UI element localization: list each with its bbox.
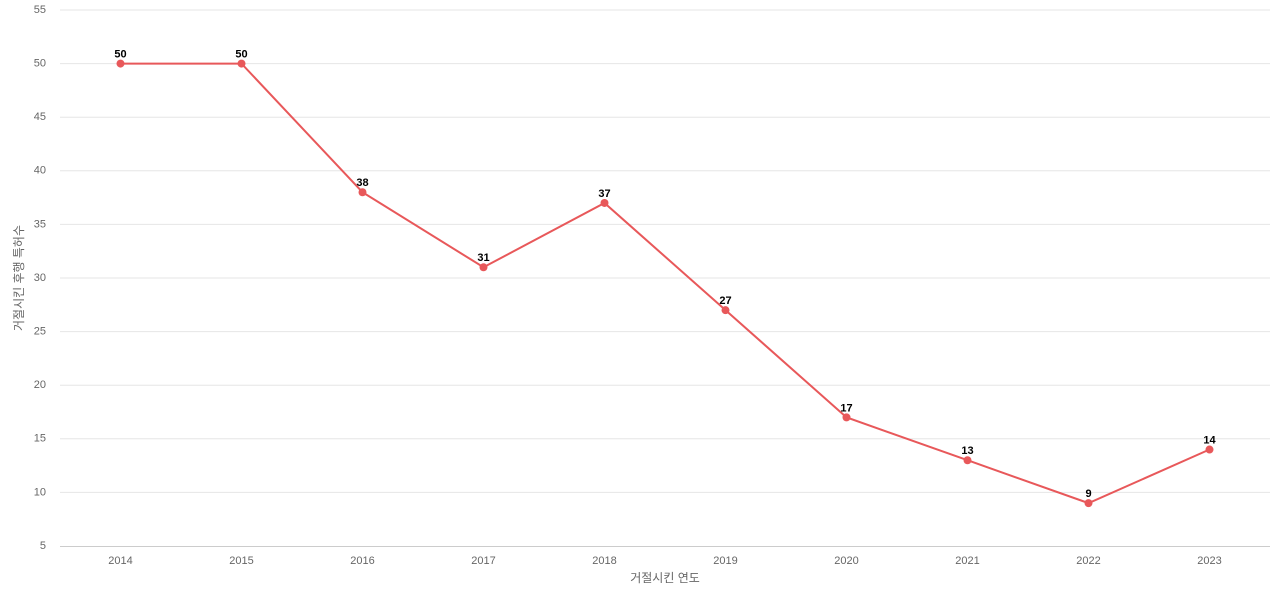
value-label: 50 [114,49,126,61]
x-tick-label: 2020 [834,555,858,567]
y-tick-label: 45 [34,111,46,123]
point [358,188,367,197]
x-tick-label: 2021 [955,555,979,567]
point [237,59,246,68]
y-tick-label: 20 [34,379,46,391]
x-tick-label: 2015 [229,555,253,567]
x-tick-label: 2014 [108,555,132,567]
x-axis-title: 거절시킨 연도 [630,571,700,585]
x-tick-label: 2018 [592,555,616,567]
y-tick-label: 30 [34,272,46,284]
y-tick-label: 40 [34,165,46,177]
point [1205,445,1214,454]
value-label: 27 [719,295,731,307]
value-label: 17 [840,402,852,414]
line [120,62,1210,505]
x-tick-label: 2016 [350,555,374,567]
value-label: 13 [961,445,973,457]
value-label: 50 [235,49,247,61]
y-tick-label: 55 [34,4,46,16]
value-label: 9 [1085,488,1091,500]
y-tick-label: 10 [34,486,46,498]
y-tick-label: 5 [40,540,46,552]
value-label: 31 [477,252,489,264]
point [116,59,125,68]
y-axis-title: 거절시킨 후행 특허수 [11,225,26,331]
point [1084,499,1093,508]
x-tick-label: 2023 [1197,555,1221,567]
value-label: 38 [356,177,368,189]
y-tick-label: 50 [34,58,46,70]
value-label: 37 [598,188,610,200]
point [963,456,972,465]
y-tick-label: 15 [34,433,46,445]
point [721,306,730,315]
x-tick-label: 2019 [713,555,737,567]
x-tick-label: 2017 [471,555,495,567]
point [600,198,609,207]
value-label: 14 [1203,434,1216,446]
y-tick-label: 25 [34,326,46,338]
point [842,413,851,422]
y-tick-label: 35 [34,218,46,230]
x-tick-label: 2022 [1076,555,1100,567]
point [479,263,488,272]
